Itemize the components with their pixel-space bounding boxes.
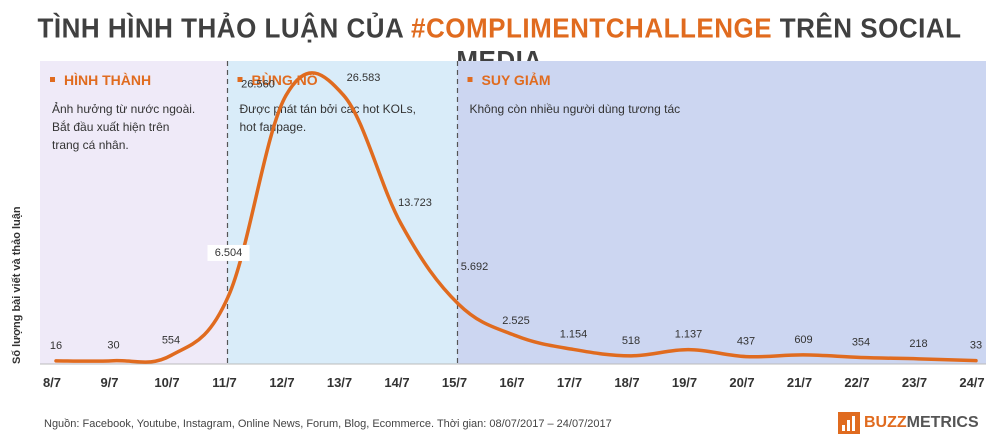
data-point-10	[629, 354, 633, 358]
x-tick-1: 9/7	[100, 375, 118, 390]
chart-title: TÌNH HÌNH THẢO LUẬN CỦA #COMPLIMENTCHALL…	[0, 12, 999, 77]
data-point-13	[802, 353, 805, 357]
data-label-6: 13.723	[398, 197, 432, 209]
x-tick-5: 13/7	[327, 375, 352, 390]
data-label-15: 218	[909, 338, 927, 350]
x-tick-12: 20/7	[729, 375, 754, 390]
data-point-11	[687, 348, 690, 352]
data-label-5: 26.583	[347, 72, 381, 84]
data-point-0	[54, 359, 58, 363]
data-label-10: 518	[622, 335, 640, 347]
x-tick-4: 12/7	[269, 375, 294, 390]
data-label-13: 609	[794, 334, 812, 346]
phase-bg-0	[40, 61, 228, 364]
x-tick-9: 17/7	[557, 375, 582, 390]
x-tick-14: 22/7	[844, 375, 869, 390]
data-point-4	[284, 93, 288, 97]
data-point-9	[572, 347, 575, 351]
phase-title-0: HÌNH THÀNH	[64, 72, 151, 88]
x-tick-8: 16/7	[499, 375, 524, 390]
data-point-7	[457, 302, 460, 306]
title-prefix: TÌNH HÌNH THẢO LUẬN CỦA	[37, 12, 412, 44]
x-tick-2: 10/7	[154, 375, 179, 390]
data-label-9: 1.154	[560, 328, 588, 340]
phase-desc-0-1: Bắt đầu xuất hiện trên	[52, 119, 169, 134]
data-label-8: 2.525	[502, 315, 530, 327]
buzzmetrics-logo-text: BUZZMETRICS	[864, 414, 979, 431]
data-label-3: 6.504	[215, 247, 243, 259]
data-label-14: 354	[852, 336, 870, 348]
data-label-2: 554	[162, 334, 180, 346]
data-label-7: 5.692	[461, 261, 489, 273]
title-hashtag: #COMPLIMENTCHALLENGE	[411, 12, 773, 44]
data-point-14	[859, 355, 863, 359]
data-point-5	[342, 93, 345, 97]
y-axis-label: Số lượng bài viết và thảo luận	[11, 206, 23, 364]
buzzmetrics-logo-icon	[838, 412, 860, 434]
x-tick-10: 18/7	[614, 375, 639, 390]
source-note: Nguồn: Facebook, Youtube, Instagram, Onl…	[44, 418, 612, 430]
x-tick-15: 23/7	[902, 375, 927, 390]
x-tick-13: 21/7	[787, 375, 812, 390]
phase-desc-1-0: Được phát tán bởi các hot KOLs,	[240, 102, 417, 116]
phase-bullet-1	[237, 77, 243, 82]
x-tick-7: 15/7	[442, 375, 467, 390]
data-point-3	[227, 294, 230, 298]
data-point-2	[169, 353, 173, 357]
data-point-15	[917, 357, 920, 361]
data-label-4: 26.560	[241, 78, 275, 90]
phase-bg-1	[227, 61, 458, 364]
x-tick-0: 8/7	[43, 375, 61, 390]
phase-desc-0-2: trang cá nhân.	[52, 138, 129, 152]
x-tick-11: 19/7	[672, 375, 697, 390]
data-label-1: 30	[107, 340, 119, 352]
data-point-1	[112, 359, 115, 363]
phase-bullet-0	[50, 77, 55, 82]
x-tick-3: 11/7	[212, 375, 237, 390]
phase-bullet-2	[467, 77, 473, 82]
data-label-11: 1.137	[675, 329, 703, 341]
data-point-8	[514, 334, 518, 338]
x-tick-16: 24/7	[959, 375, 984, 390]
data-point-12	[744, 355, 748, 359]
phase-title-2: SUY GIẢM	[482, 72, 551, 88]
data-point-6	[399, 222, 403, 226]
data-point-16	[974, 359, 978, 363]
data-label-0: 16	[50, 340, 62, 352]
phase-desc-2-0: Không còn nhiều người dùng tương tác	[470, 102, 681, 116]
data-label-16: 33	[970, 340, 982, 352]
phase-bg-2	[457, 61, 986, 364]
phase-desc-0-0: Ảnh hưởng từ nước ngoài.	[52, 101, 195, 116]
x-tick-6: 14/7	[384, 375, 409, 390]
data-label-12: 437	[737, 336, 755, 348]
buzzmetrics-logo: BUZZMETRICS	[838, 410, 979, 436]
data-label-box-3	[207, 244, 250, 261]
